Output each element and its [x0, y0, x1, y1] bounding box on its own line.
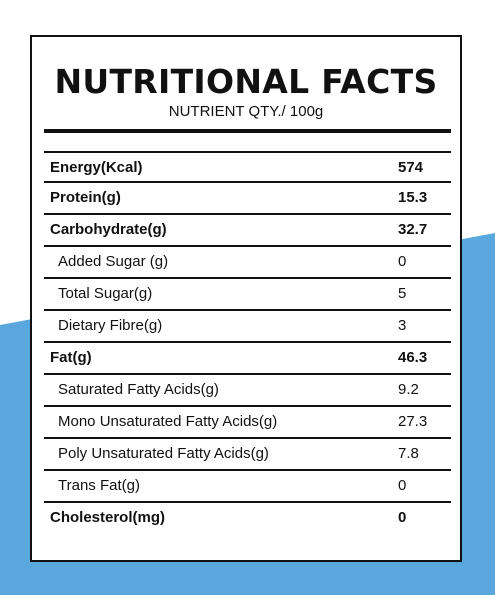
nutrient-row-mono-unsaturated-fatty-acids: Mono Unsaturated Fatty Acids(g) 27.3: [44, 407, 451, 439]
label-subtitle: NUTRIENT QTY./ 100g: [168, 103, 324, 120]
nutrient-name: Poly Unsaturated Fatty Acids(g): [58, 445, 269, 462]
nutrient-table: Energy(Kcal) 574 Protein(g) 15.3 Carbohy…: [44, 151, 451, 535]
nutrient-name: Added Sugar (g): [58, 253, 169, 270]
nutrient-value: 3: [398, 317, 407, 334]
nutrient-name: Carbohydrate(g): [50, 221, 167, 238]
nutrient-value: 0: [398, 477, 407, 494]
nutrient-value: 5: [398, 285, 407, 302]
label-title: NUTRITIONAL FACTS: [54, 62, 438, 101]
nutrient-value: 32.7: [398, 221, 428, 238]
nutrient-row-trans-fat: Trans Fat(g) 0: [44, 471, 451, 503]
nutrient-name: Trans Fat(g): [58, 477, 140, 494]
nutrition-label-panel: NUTRITIONAL FACTS NUTRIENT QTY./ 100g En…: [30, 35, 462, 562]
nutrient-name: Energy(Kcal): [50, 159, 143, 176]
nutrient-row-energy: Energy(Kcal) 574: [44, 151, 451, 183]
nutrient-name: Dietary Fibre(g): [58, 317, 163, 334]
nutrient-name: Total Sugar(g): [58, 285, 153, 302]
nutrient-name: Saturated Fatty Acids(g): [58, 381, 219, 398]
nutrient-name: Fat(g): [50, 349, 92, 366]
nutrient-row-cholesterol: Cholesterol(mg) 0: [44, 503, 451, 535]
nutrient-row-added-sugar: Added Sugar (g) 0: [44, 247, 451, 279]
nutrient-row-carbohydrate: Carbohydrate(g) 32.7: [44, 215, 451, 247]
nutrient-value: 46.3: [398, 349, 428, 366]
nutrient-row-poly-unsaturated-fatty-acids: Poly Unsaturated Fatty Acids(g) 7.8: [44, 439, 451, 471]
nutrient-row-fat: Fat(g) 46.3: [44, 343, 451, 375]
nutrient-value: 9.2: [398, 381, 419, 398]
nutrient-value: 27.3: [398, 413, 428, 430]
nutrient-value: 0: [398, 253, 407, 270]
nutrient-row-saturated-fatty-acids: Saturated Fatty Acids(g) 9.2: [44, 375, 451, 407]
nutrient-value: 15.3: [398, 189, 428, 206]
nutrient-row-total-sugar: Total Sugar(g) 5: [44, 279, 451, 311]
nutrient-name: Cholesterol(mg): [50, 509, 166, 526]
nutrient-value: 574: [398, 159, 424, 176]
nutrient-value: 7.8: [398, 445, 419, 462]
header-divider: [44, 129, 451, 133]
nutrient-name: Mono Unsaturated Fatty Acids(g): [58, 413, 278, 430]
nutrient-value: 0: [398, 509, 407, 526]
nutrient-name: Protein(g): [50, 189, 121, 206]
nutrient-row-protein: Protein(g) 15.3: [44, 183, 451, 215]
nutrient-row-dietary-fibre: Dietary Fibre(g) 3: [44, 311, 451, 343]
